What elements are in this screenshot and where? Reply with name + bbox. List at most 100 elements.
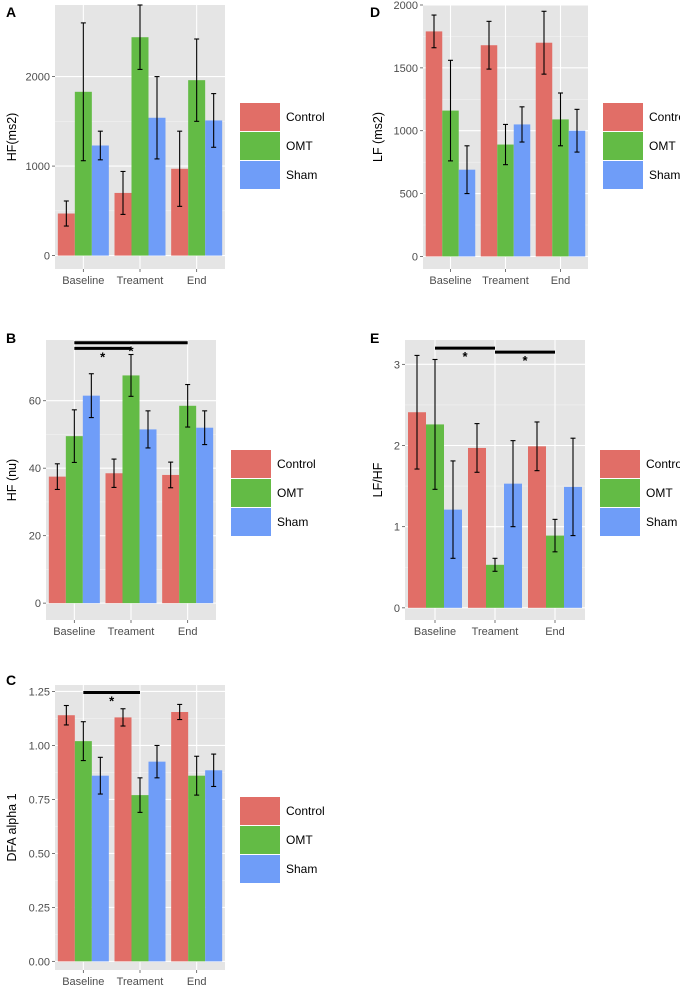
panel-letter: C — [6, 672, 16, 688]
legend: Control OMT Sham — [240, 797, 325, 883]
y-tick-label: 0.00 — [29, 956, 50, 968]
legend-key-control — [603, 103, 643, 131]
significance-star: * — [462, 349, 468, 364]
error-bar — [137, 777, 143, 813]
legend-label-control: Control — [286, 804, 325, 818]
x-tick-label: End — [187, 976, 207, 988]
panel-e: E 0 1 2 3 * * Baseline Treament End LF/HF Control OM… — [370, 330, 680, 638]
bar-sham-treament — [513, 124, 531, 257]
y-tick-label: 0.50 — [29, 848, 50, 860]
panel-b: B 0 20 40 60 * * Baseline Treament End HF (nu) Cont… — [5, 330, 316, 638]
bar-omt-treament — [497, 144, 514, 257]
bar-control-baseline — [408, 412, 426, 608]
bar-omt-end — [552, 119, 569, 257]
error-bar — [145, 410, 151, 449]
x-tick-label: End — [545, 626, 565, 638]
y-tick-label: 1500 — [394, 63, 418, 75]
y-tick-label: 0 — [394, 603, 400, 615]
bar-omt-baseline — [65, 436, 83, 604]
error-bar — [432, 358, 438, 490]
bar-sham-treament — [148, 761, 166, 962]
error-bar — [54, 463, 60, 490]
y-tick-label: 0 — [35, 598, 41, 610]
x-tick-label: End — [187, 275, 207, 287]
legend-key-sham — [240, 161, 280, 189]
y-tick-label: 3 — [394, 359, 400, 371]
y-tick-label: 1 — [394, 522, 400, 534]
y-tick-label: 0 — [44, 251, 50, 263]
bar-omt-baseline — [442, 110, 459, 257]
bar-omt-end — [188, 775, 206, 962]
error-bar — [177, 703, 183, 721]
error-bar — [97, 756, 103, 795]
legend-label-omt: OMT — [286, 833, 313, 847]
legend-label-control: Control — [649, 110, 680, 124]
panel-letter: E — [370, 330, 379, 346]
legend-label-sham: Sham — [646, 515, 677, 529]
legend-label-omt: OMT — [646, 486, 673, 500]
error-bar — [503, 123, 508, 166]
panel-d: D 0 500 1000 1500 2000 Baseline Treament End LF (… — [370, 0, 680, 287]
x-tick-label: Baseline — [62, 275, 104, 287]
error-bar — [128, 353, 134, 397]
error-bar — [120, 170, 126, 215]
y-tick-label: 2 — [394, 441, 400, 453]
bar-sham-end — [564, 486, 582, 608]
legend-label-control: Control — [277, 457, 316, 471]
bar-sham-treament — [148, 117, 166, 256]
y-tick-label: 1000 — [394, 126, 418, 138]
y-tick-label: 2000 — [26, 72, 50, 84]
bar-control-treament — [468, 447, 486, 608]
error-bar — [552, 518, 558, 553]
y-tick-label: 0.25 — [29, 902, 50, 914]
x-tick-label: Baseline — [414, 626, 456, 638]
bar-omt-treament — [486, 564, 504, 608]
bar-control-baseline — [425, 31, 443, 257]
legend-key-control — [231, 450, 271, 478]
panel-letter: B — [6, 330, 16, 346]
error-bar — [519, 106, 525, 143]
error-bar — [510, 440, 516, 528]
error-bar — [63, 200, 69, 227]
y-tick-label: 1.25 — [29, 686, 50, 698]
bar-omt-baseline — [426, 424, 444, 608]
bar-omt-baseline — [74, 741, 92, 962]
bar-control-end — [171, 168, 189, 256]
error-bar — [486, 20, 492, 70]
bar-control-baseline — [57, 715, 75, 962]
bar-control-treament — [114, 717, 132, 962]
error-bar — [541, 10, 547, 75]
error-bar — [97, 130, 103, 161]
y-tick-label: 0.75 — [29, 794, 50, 806]
significance-star: * — [128, 344, 134, 359]
error-bar — [450, 460, 456, 559]
legend-key-omt — [240, 826, 280, 854]
x-tick-label: End — [551, 275, 571, 287]
bar-omt-treament — [122, 375, 140, 604]
error-bar — [570, 437, 576, 537]
error-bar — [154, 744, 160, 779]
error-bar — [202, 410, 208, 446]
bar-control-treament — [480, 45, 498, 257]
error-bar — [137, 4, 143, 70]
error-bar — [194, 38, 200, 122]
legend-key-omt — [600, 479, 640, 507]
legend-key-sham — [231, 508, 271, 536]
legend-key-control — [240, 103, 280, 131]
legend-key-sham — [600, 508, 640, 536]
error-bar — [558, 92, 563, 147]
y-axis-label: HF (nu) — [5, 459, 19, 501]
error-bar — [177, 130, 183, 207]
error-bar — [534, 421, 540, 472]
y-tick-label: 20 — [29, 531, 41, 543]
legend-key-omt — [603, 132, 643, 160]
error-bar — [492, 557, 498, 572]
bar-omt-end — [179, 405, 197, 604]
x-tick-label: Treament — [482, 275, 529, 287]
bar-omt-treament — [131, 37, 149, 256]
y-tick-label: 1.00 — [29, 740, 50, 752]
legend-key-control — [600, 450, 640, 478]
error-bar — [414, 354, 420, 470]
error-bar — [168, 461, 174, 489]
error-bar — [474, 423, 480, 473]
